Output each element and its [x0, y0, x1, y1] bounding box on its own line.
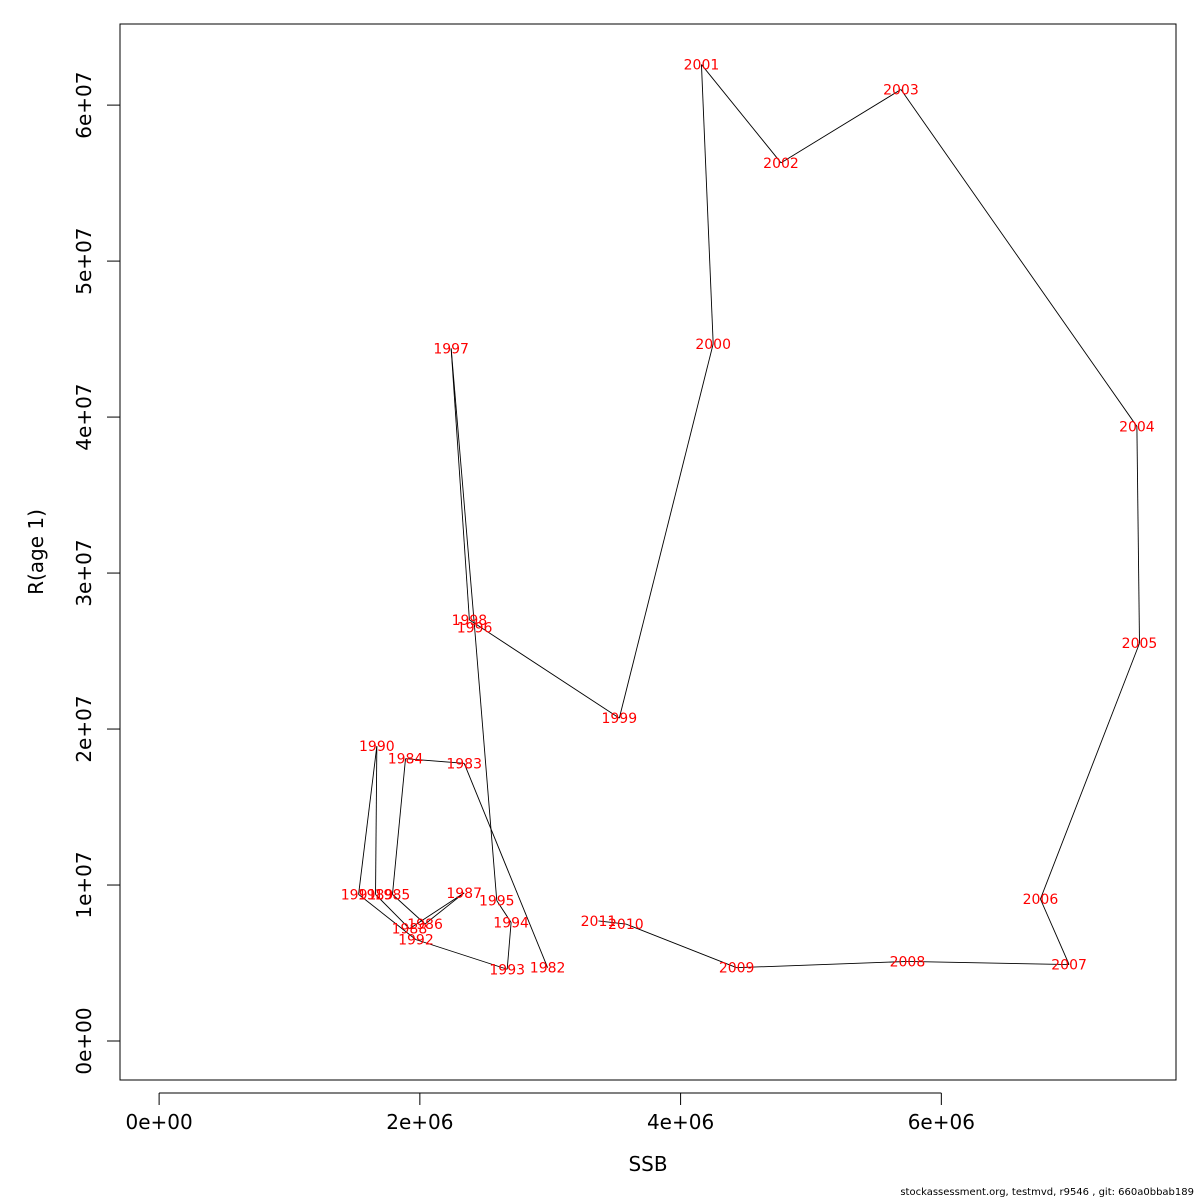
segment-1990-1991	[358, 746, 378, 895]
point-label-1982: 1982	[530, 961, 566, 977]
segment-1996-1997	[450, 348, 476, 628]
plot-frame	[119, 23, 1177, 1081]
y-tick-label: 4e+07	[72, 383, 96, 450]
segment-2003-2004	[900, 89, 1138, 427]
segment-2006-2007	[1040, 898, 1070, 965]
point-label-2001: 2001	[684, 58, 720, 74]
point-label-2003: 2003	[883, 83, 919, 99]
point-label-2007: 2007	[1051, 958, 1087, 974]
y-tick-label: 5e+07	[72, 227, 96, 294]
y-tick-label: 3e+07	[72, 539, 96, 606]
point-label-1991: 1991	[341, 887, 377, 903]
point-label-1994: 1994	[493, 915, 529, 931]
point-label-2004: 2004	[1119, 419, 1155, 435]
y-tick-label: 0e+00	[72, 1007, 96, 1074]
segment-1982-1983	[463, 763, 549, 968]
point-label-2005: 2005	[1122, 636, 1158, 652]
segment-1997-1998	[450, 348, 470, 620]
x-tick-label: 2e+06	[386, 1110, 453, 1134]
segment-1993-1994	[506, 922, 512, 970]
segment-1992-1993	[415, 939, 508, 970]
y-tick-label: 6e+07	[72, 71, 96, 138]
segment-1987-1988	[409, 892, 465, 930]
x-tick-label: 6e+06	[908, 1110, 975, 1134]
segment-1991-1992	[358, 894, 417, 940]
segment-2007-2008	[907, 961, 1070, 966]
segment-1988-1989	[375, 894, 410, 930]
point-label-1985: 1985	[375, 887, 411, 903]
footer-credit: stockassessment.org, testmvd, r9546 , gi…	[900, 1187, 1194, 1198]
point-label-1992: 1992	[398, 933, 434, 949]
x-tick-label: 4e+06	[647, 1110, 714, 1134]
y-tick-label: 1e+07	[72, 851, 96, 918]
point-label-2010: 2010	[608, 917, 644, 933]
segment-2005-2006	[1039, 643, 1140, 900]
segment-2002-2003	[780, 89, 902, 164]
x-tick-label: 0e+00	[125, 1110, 192, 1134]
point-label-1986: 1986	[407, 917, 443, 933]
segment-2004-2005	[1136, 426, 1140, 644]
segment-2009-2010	[625, 923, 737, 969]
point-label-1999: 1999	[601, 711, 637, 727]
y-axis-title: R(age 1)	[24, 509, 48, 595]
point-label-1984: 1984	[388, 752, 424, 768]
segment-1998-1999	[469, 619, 620, 719]
point-label-1997: 1997	[433, 341, 469, 357]
segment-2000-2001	[701, 64, 714, 344]
point-label-2008: 2008	[890, 954, 926, 970]
point-label-1988: 1988	[392, 922, 428, 938]
segment-1986-1987	[424, 892, 465, 925]
point-label-2000: 2000	[695, 337, 731, 353]
segment-2010-2011	[598, 920, 626, 925]
segment-2001-2002	[701, 64, 782, 164]
point-label-1998: 1998	[452, 613, 488, 629]
segment-1995-1996	[474, 627, 498, 901]
segment-1989-1990	[375, 746, 378, 895]
y-axis: 0e+00 1e+07 2e+07 3e+07 4e+07 5e+07 6e+07	[72, 71, 121, 1075]
point-label-2009: 2009	[719, 961, 755, 977]
point-label-1995: 1995	[479, 894, 515, 910]
point-label-1996: 1996	[457, 621, 493, 637]
segment-1999-2000	[618, 343, 714, 719]
x-axis-title: SSB	[628, 1152, 667, 1176]
point-label-1983: 1983	[446, 756, 482, 772]
point-label-2011: 2011	[581, 914, 617, 930]
point-label-2002: 2002	[763, 156, 799, 172]
segment-1994-1995	[496, 900, 512, 923]
point-label-1993: 1993	[489, 962, 525, 978]
segment-1985-1986	[392, 894, 426, 925]
point-label-1990: 1990	[359, 739, 395, 755]
x-axis: 0e+00 2e+06 4e+06 6e+06	[125, 1092, 975, 1134]
point-label-1989: 1989	[358, 887, 394, 903]
y-tick-label: 2e+07	[72, 695, 96, 762]
point-label-1987: 1987	[446, 886, 482, 902]
segment-1984-1985	[392, 758, 406, 895]
segment-1983-1984	[405, 758, 465, 764]
point-label-2006: 2006	[1023, 892, 1059, 908]
series-path	[358, 64, 1140, 970]
segment-2008-2009	[736, 961, 908, 969]
